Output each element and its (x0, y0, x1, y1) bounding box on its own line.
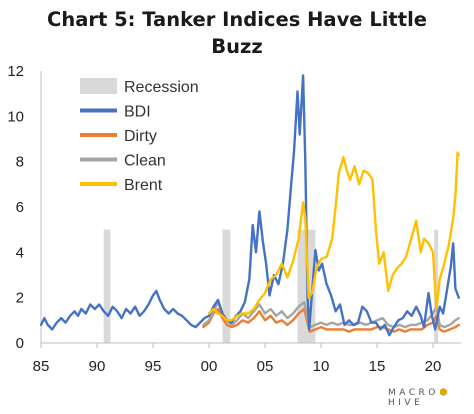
y-tick-label-6: 6 (16, 199, 24, 216)
x-tick-label-05: 05 (257, 358, 274, 375)
x-tick-label-90: 90 (89, 358, 106, 375)
series-line-brent (207, 151, 460, 322)
legend-swatch-recession (80, 78, 117, 94)
legend-label-bdi: BDI (124, 104, 151, 121)
recession-bar-0 (103, 229, 111, 343)
x-tick-label-00: 00 (201, 358, 218, 375)
legend-label-recession: Recession (124, 79, 199, 96)
x-tick-label-15: 15 (369, 358, 386, 375)
x-tick-label-95: 95 (145, 358, 162, 375)
legend-label-brent: Brent (124, 177, 163, 194)
y-tick-label-2: 2 (16, 290, 24, 307)
y-tick-label-4: 4 (16, 244, 24, 261)
logo-text-right: HIVE (388, 398, 424, 408)
logo-text-left: MACRO (388, 388, 439, 398)
legend: Recession BDI Dirty Clean Brent (80, 78, 199, 194)
chart-title-line-1: Chart 5: Tanker Indices Have Little (47, 8, 427, 31)
x-tick-label-85: 85 (33, 358, 50, 375)
chart-title: Chart 5: Tanker Indices Have Little Buzz (0, 6, 474, 60)
legend-label-dirty: Dirty (124, 128, 157, 145)
y-tick-label-0: 0 (16, 335, 24, 352)
series-line-bdi (39, 74, 460, 337)
x-tick-label-10: 10 (313, 358, 330, 375)
y-tick-label-12: 12 (7, 63, 24, 80)
logo-hex-icon (439, 388, 447, 396)
legend-label-clean: Clean (124, 153, 166, 170)
y-tick-label-10: 10 (7, 108, 24, 125)
recession-bar-1 (222, 229, 231, 343)
macrohive-logo: MACROHIVE (388, 388, 474, 408)
chart-title-line-2: Buzz (211, 35, 263, 58)
x-tick-label-20: 20 (425, 358, 442, 375)
axes: 0 2 4 6 8 10 12 85 90 95 00 05 10 15 20 (7, 63, 461, 375)
series-lines (39, 74, 460, 337)
y-tick-label-8: 8 (16, 154, 24, 171)
series-line-dirty (202, 307, 460, 333)
